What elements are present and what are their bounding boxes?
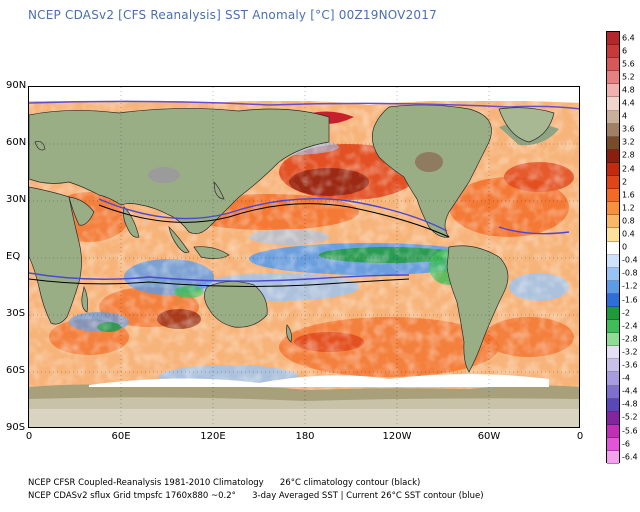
lat-label-60s: 60S (6, 365, 26, 376)
colorbar-tick-label: 5.6 (622, 59, 635, 69)
lon-label-60e: 60E (111, 431, 131, 442)
footer-line-1: NCEP CFSR Coupled-Reanalysis 1981-2010 C… (28, 478, 421, 488)
lat-label-30n: 30N (6, 194, 27, 205)
lat-label-60n: 60N (6, 137, 27, 148)
antarctica-land (29, 374, 579, 427)
colorbar-cell (607, 385, 619, 399)
colorbar-cell (607, 293, 619, 307)
colorbar-cell (607, 411, 619, 425)
colorbar-tick-label: 3.2 (622, 137, 635, 147)
colorbar-tick-label: 4.8 (622, 85, 635, 95)
colorbar-cell (607, 280, 619, 294)
colorbar-tick-label: -0.8 (622, 268, 638, 278)
colorbar-cell (607, 451, 619, 465)
current-contour-atlantic (498, 226, 570, 235)
colorbar-cell (607, 202, 619, 216)
climatology-contour-south (29, 278, 410, 287)
colorbar-tick-label: 2.4 (622, 164, 635, 174)
lon-label-120w: 120W (382, 431, 412, 442)
climatology-contour-north (98, 203, 450, 238)
colorbar-cell (607, 254, 619, 268)
colorbar-cell (607, 58, 619, 72)
colorbar-tick-label: 6.4 (622, 33, 635, 43)
map-title: NCEP CDASv2 [CFS Reanalysis] SST Anomaly… (28, 8, 437, 22)
sst-anomaly-map (28, 86, 580, 428)
colorbar-tick-label: 2 (622, 177, 628, 187)
colorbar-cell (607, 136, 619, 150)
colorbar-tick-label: -3.2 (622, 347, 638, 357)
colorbar-cell (607, 424, 619, 438)
lon-label-180: 180 (295, 431, 315, 442)
colorbar-tick-label: -2 (622, 308, 630, 318)
arctic-region (29, 87, 579, 146)
colorbar-cell (607, 32, 619, 46)
colorbar-cell (607, 228, 619, 242)
colorbar-tick-label: -4.4 (622, 386, 638, 396)
colorbar-cell (607, 176, 619, 190)
footer-line-2: NCEP CDASv2 sflux Grid tmpsfc 1760x880 ~… (28, 491, 484, 501)
colorbar-cell (607, 71, 619, 85)
colorbar-cell (607, 320, 619, 334)
colorbar-tick-label: -1.2 (622, 281, 638, 291)
colorbar-tick-label: -2.4 (622, 321, 638, 331)
colorbar-cell (607, 359, 619, 373)
terrain-patches (148, 152, 443, 183)
colorbar-cell (607, 84, 619, 98)
colorbar-tick-label: 0 (622, 242, 628, 252)
colorbar-tick-label: -5.2 (622, 412, 638, 422)
colorbar-cell (607, 97, 619, 111)
colorbar-tick-label: 1.2 (622, 203, 635, 213)
colorbar-cell (607, 333, 619, 347)
colorbar-tick-label: -5.6 (622, 426, 638, 436)
colorbar-cell (607, 189, 619, 203)
lat-label-90s: 90S (6, 422, 26, 433)
colorbar-cell (607, 110, 619, 124)
graticule (29, 87, 579, 427)
colorbar-tick-label: -4 (622, 373, 630, 383)
lat-label-eq: EQ (6, 251, 21, 262)
colorbar-tick-label: -3.6 (622, 360, 638, 370)
colorbar-tick-label: -1.6 (622, 295, 638, 305)
colorbar-tick-label: -2.8 (622, 334, 638, 344)
colorbar-cell (607, 45, 619, 59)
colorbar-tick-label: 5.2 (622, 72, 635, 82)
colorbar-tick-label: 1.6 (622, 190, 635, 200)
colorbar-tick-label: 2.8 (622, 150, 635, 160)
colorbar-tick-label: 3.6 (622, 124, 635, 134)
current-contour-north (98, 198, 448, 232)
colorbar-tick-label: 6 (622, 46, 628, 56)
colorbar-cell (607, 437, 619, 451)
colorbar-tick-label: 4.4 (622, 98, 635, 108)
colorbar-cell (607, 162, 619, 177)
colorbar-tick-label: -6.4 (622, 452, 638, 462)
map-canvas (29, 87, 579, 427)
colorbar-cell (607, 372, 619, 386)
lon-label-0-left: 0 (25, 431, 33, 442)
colorbar-cell (607, 241, 619, 255)
colorbar-cell (607, 215, 619, 229)
colorbar-cell (607, 149, 619, 163)
colorbar-cell (607, 346, 619, 360)
lon-label-0-right: 0 (576, 431, 584, 442)
colorbar-tick-label: 4 (622, 111, 628, 121)
lat-label-90n: 90N (6, 80, 27, 91)
ice-edge-north (29, 100, 579, 110)
colorbar-tick-label: 0.4 (622, 229, 635, 239)
colorbar-tick-label: -6 (622, 439, 630, 449)
lon-label-120e: 120E (200, 431, 226, 442)
colorbar-tick-label: -4.8 (622, 399, 638, 409)
colorbar-cell (607, 123, 619, 137)
colorbar-cell (607, 306, 619, 321)
current-contour-south (29, 272, 410, 282)
colorbar-tick-label: 0.8 (622, 216, 635, 226)
lat-label-30s: 30S (6, 308, 26, 319)
colorbar-cell (607, 398, 619, 412)
sst-26c-contours (29, 198, 570, 287)
colorbar-cell (607, 267, 619, 281)
colorbar-tick-label: -0.4 (622, 255, 638, 265)
lon-label-60w: 60W (477, 431, 501, 442)
colorbar (606, 31, 620, 465)
